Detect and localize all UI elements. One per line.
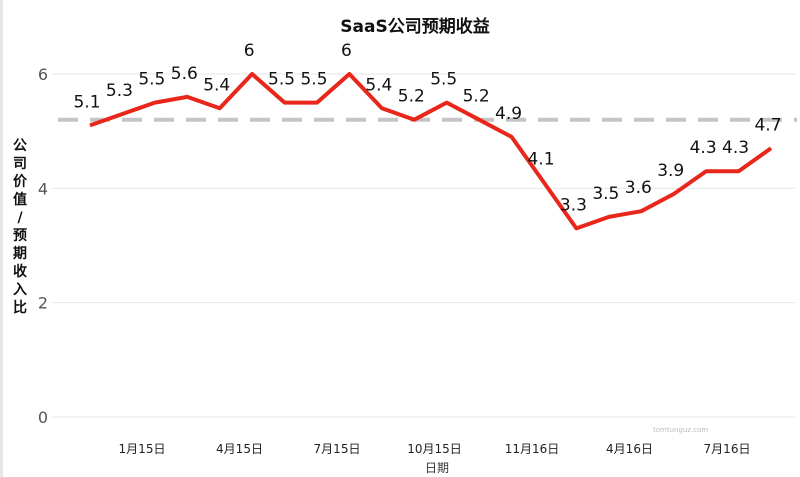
data-label: 4.3: [722, 138, 749, 158]
y-tick-label: 2: [38, 294, 48, 313]
data-label: 3.9: [657, 161, 684, 181]
y-tick-label: 4: [38, 179, 48, 198]
x-tick-label: 4月16日: [606, 442, 653, 456]
watermark: tomtunguz.com: [653, 426, 708, 434]
y-tick-label: 6: [38, 65, 48, 84]
data-label: 6: [341, 41, 352, 61]
x-tick-label: 7月16日: [704, 442, 751, 456]
x-tick-label: 1月15日: [119, 442, 166, 456]
data-label: 5.5: [430, 70, 457, 90]
data-label: 4.7: [754, 115, 781, 135]
data-label: 4.1: [527, 150, 554, 170]
x-axis-ticks: 1月15日 4月15日 7月15日 10月15日 11月16日 4月16日 7月16日: [119, 442, 751, 456]
data-labels: 5.15.35.5 5.65.465.5 5.565.45.25.55.24.94.…: [73, 41, 781, 215]
x-axis-label: 日期: [425, 461, 449, 475]
x-tick-label: 7月15日: [314, 442, 361, 456]
left-edge-rule: [0, 0, 3, 477]
data-label: 4.3: [690, 138, 717, 158]
data-label: 5.2: [398, 87, 425, 107]
x-tick-label: 4月15日: [216, 442, 263, 456]
data-label: 6: [244, 41, 255, 61]
data-label: 3.5: [592, 184, 619, 204]
data-label: 5.4: [203, 75, 230, 95]
data-label: 5.5: [138, 70, 165, 90]
data-label: 5.4: [365, 75, 392, 95]
data-label: 5.3: [106, 81, 133, 101]
y-tick-label: 0: [38, 408, 48, 427]
chart-title: SaaS公司预期收益: [340, 16, 489, 37]
data-label: 3.6: [625, 178, 652, 198]
series-line: [89, 72, 773, 231]
data-label: 5.1: [73, 92, 100, 112]
data-label: 5.5: [300, 70, 327, 90]
grid-lines: [52, 73, 795, 418]
data-label: 5.5: [268, 70, 295, 90]
data-label: 5.6: [171, 64, 198, 84]
x-tick-label: 10月15日: [407, 442, 462, 456]
y-axis-label: 公司价值/预期收入比: [13, 138, 28, 316]
data-label: 3.3: [560, 195, 587, 215]
x-tick-label: 11月16日: [505, 442, 560, 456]
data-label: 5.2: [463, 87, 490, 107]
y-axis-ticks: 0 2 4 6: [38, 65, 48, 427]
data-label: 4.9: [495, 104, 522, 124]
